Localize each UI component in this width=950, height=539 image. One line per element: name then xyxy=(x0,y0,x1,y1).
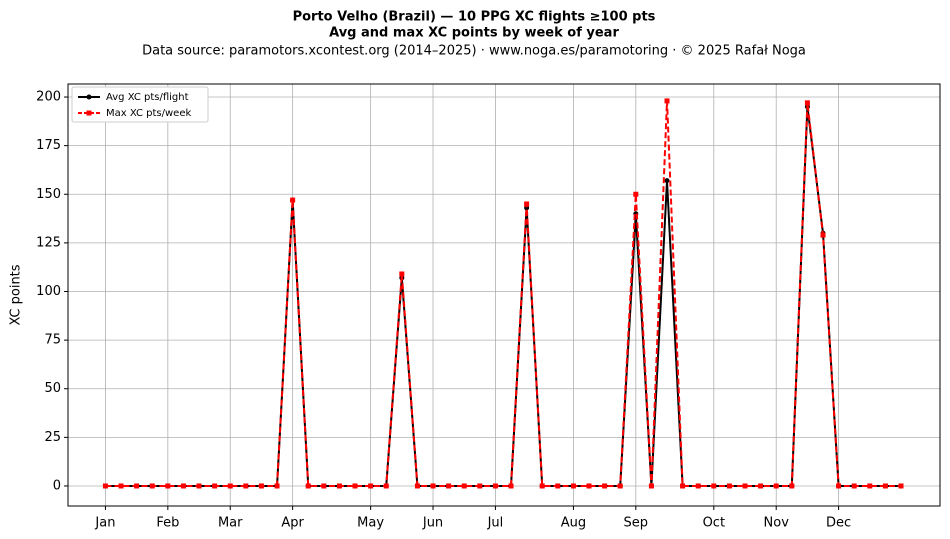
marker xyxy=(742,483,748,489)
y-axis-label: XC points xyxy=(9,264,24,325)
marker xyxy=(555,483,561,489)
x-tick-label: Oct xyxy=(703,516,725,531)
marker xyxy=(274,483,280,489)
marker xyxy=(586,483,592,489)
marker xyxy=(664,98,670,104)
line xyxy=(105,100,902,487)
line xyxy=(105,106,902,487)
legend-label: Avg XC pts/flight xyxy=(106,92,189,103)
marker xyxy=(851,483,857,489)
x-tick-label: Dec xyxy=(826,516,851,531)
x-tick-label: Sep xyxy=(624,516,649,531)
legend-box xyxy=(71,86,209,123)
marker xyxy=(196,483,202,489)
x-tick-label: Aug xyxy=(561,516,586,531)
x-tick-label: May xyxy=(357,516,384,531)
legend-marker xyxy=(86,94,92,100)
marker xyxy=(617,483,623,489)
marker xyxy=(680,483,686,489)
marker xyxy=(180,483,186,489)
legend-label: Max XC pts/week xyxy=(106,108,191,119)
x-tick-label: Apr xyxy=(281,516,304,531)
marker xyxy=(570,483,576,489)
marker xyxy=(758,483,764,489)
marker xyxy=(492,483,498,489)
legend-marker xyxy=(86,110,92,116)
marker xyxy=(212,483,218,489)
y-tick-label: 150 xyxy=(36,187,61,202)
y-tick-label: 125 xyxy=(36,235,61,250)
x-tick-label: Jun xyxy=(422,516,443,531)
marker xyxy=(243,483,249,489)
marker xyxy=(227,483,233,489)
chart-subtitle: Avg and max XC points by week of year xyxy=(329,26,619,41)
marker xyxy=(336,483,342,489)
marker xyxy=(102,483,108,489)
marker xyxy=(290,197,296,203)
marker xyxy=(368,483,374,489)
x-tick-label: Nov xyxy=(764,516,790,531)
marker xyxy=(867,483,873,489)
x-tick-label: Mar xyxy=(218,516,243,531)
marker xyxy=(352,483,358,489)
marker xyxy=(508,483,514,489)
marker xyxy=(804,100,810,106)
marker xyxy=(414,483,420,489)
marker xyxy=(321,483,327,489)
x-tick-label: Jul xyxy=(487,516,504,531)
y-tick-label: 200 xyxy=(36,90,61,105)
marker xyxy=(399,271,405,277)
marker xyxy=(773,483,779,489)
marker xyxy=(602,483,608,489)
y-tick-label: 0 xyxy=(53,478,61,493)
marker xyxy=(134,483,140,489)
marker xyxy=(118,483,124,489)
marker xyxy=(633,191,639,197)
marker xyxy=(539,483,545,489)
marker xyxy=(648,483,654,489)
marker xyxy=(711,483,717,489)
marker xyxy=(524,201,530,207)
marker xyxy=(165,483,171,489)
source-note: Data source: paramotors.xcontest.org (20… xyxy=(142,44,806,59)
y-tick-label: 100 xyxy=(36,284,61,299)
marker xyxy=(383,483,389,489)
marker xyxy=(726,483,732,489)
marker xyxy=(430,483,436,489)
marker xyxy=(664,178,670,184)
y-tick-label: 175 xyxy=(36,138,61,153)
marker xyxy=(305,483,311,489)
marker xyxy=(882,483,888,489)
x-tick-label: Jan xyxy=(94,516,115,531)
y-tick-label: 25 xyxy=(44,430,61,445)
marker xyxy=(820,232,826,238)
marker xyxy=(258,483,264,489)
marker xyxy=(836,483,842,489)
y-tick-label: 50 xyxy=(44,381,61,396)
marker xyxy=(149,483,155,489)
x-tick-label: Feb xyxy=(156,516,179,531)
plot-frame xyxy=(67,83,941,507)
marker xyxy=(789,483,795,489)
marker xyxy=(695,483,701,489)
marker xyxy=(446,483,452,489)
marker xyxy=(477,483,483,489)
marker xyxy=(461,483,467,489)
y-tick-label: 75 xyxy=(44,333,61,348)
chart-title: Porto Velho (Brazil) — 10 PPG XC flights… xyxy=(293,10,656,25)
marker xyxy=(898,483,904,489)
marker xyxy=(524,205,530,211)
